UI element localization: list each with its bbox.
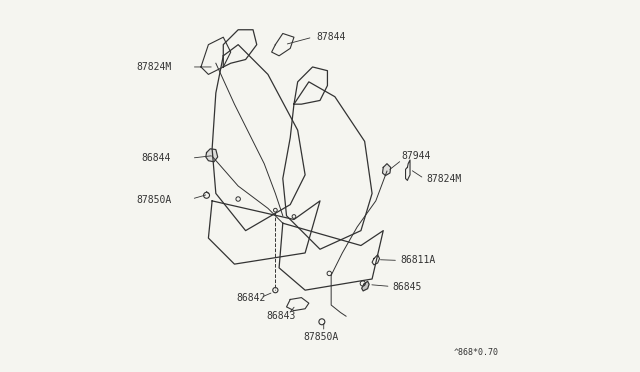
Polygon shape: [383, 164, 390, 176]
Text: 86844: 86844: [142, 153, 172, 163]
Text: 87844: 87844: [316, 32, 346, 42]
Polygon shape: [206, 149, 218, 162]
Text: 86843: 86843: [266, 311, 296, 321]
Text: 86842: 86842: [236, 294, 266, 303]
Text: 87850A: 87850A: [303, 332, 339, 341]
Text: 86845: 86845: [392, 282, 422, 292]
Text: 87824M: 87824M: [426, 174, 461, 184]
Text: ^868*0.70: ^868*0.70: [454, 348, 499, 357]
Polygon shape: [362, 281, 369, 291]
Text: 87850A: 87850A: [136, 195, 172, 205]
Text: 87824M: 87824M: [136, 62, 172, 72]
Text: 86811A: 86811A: [400, 256, 435, 265]
Text: 87944: 87944: [402, 151, 431, 161]
